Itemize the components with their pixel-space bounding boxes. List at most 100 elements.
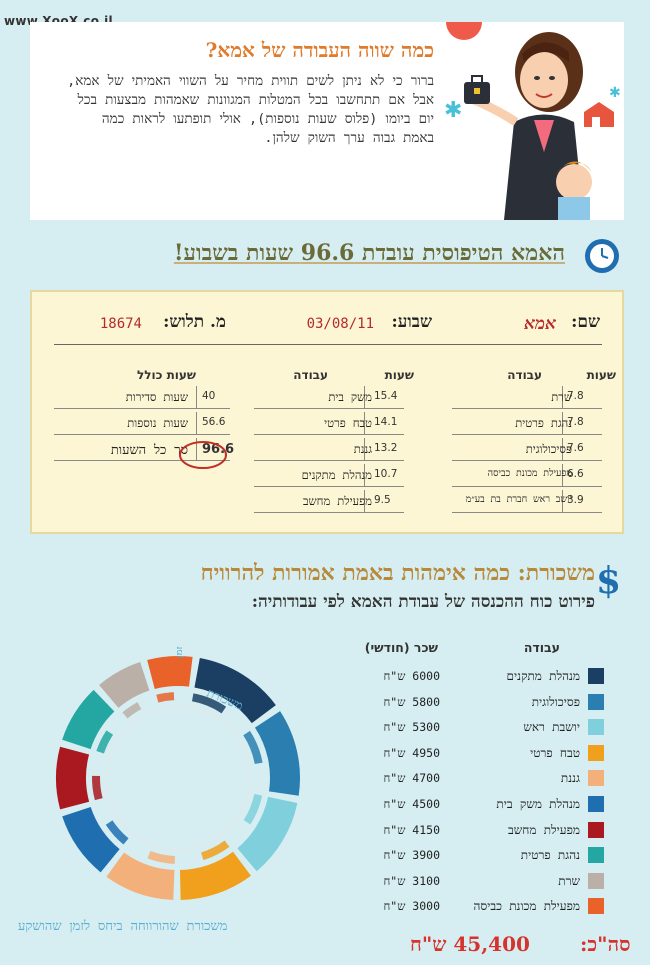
col-hours-right: שעות [586, 368, 616, 382]
mid-col-row-job: משק בית [328, 390, 372, 404]
right-col-row-line [452, 460, 602, 461]
mid-col-row-job: מנהלת מתקנים [301, 468, 372, 482]
id-value: 18674 [99, 316, 142, 332]
legend-job: פסיכולוגית [531, 694, 580, 709]
mid-col-row-line [254, 460, 404, 461]
right-col-row-divider [562, 490, 563, 512]
total-col-row-job: שעות נוספות [127, 416, 188, 430]
legend-job: נהגת פרטית [520, 848, 580, 863]
legend-swatch [588, 693, 604, 710]
mid-col-row-line [254, 512, 404, 513]
right-col-row-hours: 7.8 [567, 416, 584, 428]
donut-slice [179, 851, 251, 900]
donut-inner-slice [191, 693, 227, 714]
legend-job: מפעילת מחשב [508, 822, 580, 837]
right-col-row-job: שרת [551, 390, 572, 404]
donut-slice [62, 689, 115, 750]
legend-swatch [588, 872, 604, 889]
svg-text:✱: ✱ [609, 85, 621, 101]
right-col-row-job: נהגת פרטית [515, 416, 572, 430]
dollar-icon: $ [596, 560, 622, 602]
mid-col-row-divider [364, 412, 365, 434]
legend-swatch [588, 719, 604, 736]
donut-inner-ring [105, 705, 251, 851]
right-col-row-job: מפעילת מכונת כביסה [487, 468, 572, 479]
total-col-row-job: סך כל השעות [110, 443, 188, 458]
donut-slice [99, 662, 150, 708]
total-col-row-job: שעות סדירות [125, 390, 188, 404]
legend-salary: 4500 ש"ח [383, 797, 441, 811]
legend-salary: 6000 ש"ח [383, 669, 441, 683]
donut-slice [56, 746, 90, 810]
name-label: שם: [571, 312, 600, 332]
col-hours-mid: שעות [384, 368, 414, 382]
total-col-row-divider [196, 386, 197, 408]
mid-col-row-divider [364, 464, 365, 486]
mother-illustration: ✱ ✱ [444, 22, 621, 220]
hours-headline: האמא הטיפוסית עובדת 96.6 שעות בשבוע! [173, 240, 565, 266]
clock-icon [585, 239, 619, 273]
donut-inner-slice [243, 730, 263, 765]
right-col-row-job: פסיכולוגית [525, 442, 572, 456]
intro-text: ברור כי לא ניתן לשים תווית מחיר על השווי… [67, 73, 434, 146]
week-value: 03/08/11 [306, 316, 374, 332]
right-col-row-hours: 3.9 [567, 494, 584, 506]
donut-slice [62, 806, 120, 873]
legend-swatch [588, 847, 604, 864]
legend-job: גננת [560, 771, 580, 786]
mid-col-row-line [254, 408, 404, 409]
right-col-row-line [452, 408, 602, 409]
salary-subtitle: פירוט כוח ההכנסה של עבודת האמא לפי עבודו… [251, 592, 595, 612]
intro-title: כמה שווה העבודה של אמא? [205, 38, 434, 62]
donut-slice [254, 711, 300, 796]
legend-salary: 3000 ש"ח [383, 899, 441, 914]
legend-salary: 3100 ש"ח [383, 873, 441, 888]
right-col-row-job: יושב ראש חברת בת בע״מ [465, 494, 572, 505]
right-col-row-divider [562, 464, 563, 486]
col-total: שעות כולל [136, 368, 196, 382]
legend-job: מפעילת מכונת כביסה [473, 899, 580, 914]
id-label: מ. תלוש: [163, 312, 226, 332]
legend-job: מנהלת מתקנים [506, 669, 580, 683]
legend-swatch [588, 744, 604, 761]
right-col-row-divider [562, 438, 563, 460]
total-col-row-hours: 40 [202, 390, 216, 402]
legend-salary: 4700 ש"ח [383, 771, 441, 786]
donut-label-time: זמן [175, 646, 185, 658]
legend-swatch [588, 796, 604, 812]
donut-inner-slice [92, 775, 103, 801]
donut-inner-slice [156, 692, 175, 703]
legend-header-job: עבודה [523, 640, 560, 655]
donut-slice [106, 852, 175, 900]
total-col-row-divider [196, 438, 197, 460]
total-col-row-line [54, 434, 230, 435]
mid-col-row-job: מפעילת מחשב [303, 494, 372, 508]
donut-inner-slice [201, 840, 230, 861]
name-value: אמא [524, 314, 556, 334]
week-label: שבוע: [391, 312, 432, 332]
legend-job: מנהלת משק בית [496, 797, 580, 811]
total-col-row-line [54, 408, 230, 409]
total-col-row-line [54, 460, 230, 461]
legend-swatch [588, 898, 604, 915]
right-col-row-hours: 7.8 [567, 390, 584, 402]
mid-col-row-job: טבח פרטי [324, 416, 372, 430]
payslip-card: שם: אמא שבוע: 03/08/11 מ. תלוש: 18674 שע… [30, 290, 624, 534]
legend-header-salary: שכר (חודשי) [364, 640, 438, 655]
mid-col-row-hours: 9.5 [374, 494, 391, 506]
col-job-mid: עבודה [293, 368, 328, 382]
right-col-row-line [452, 512, 602, 513]
donut-inner-slice [96, 730, 114, 754]
legend-job: טבח פרטי [530, 745, 580, 760]
legend-swatch [588, 821, 604, 838]
total-col-row-divider [196, 412, 197, 434]
right-col-row-hours: 6.6 [567, 468, 584, 480]
mid-col-row-divider [364, 438, 365, 460]
right-col-row-line [452, 434, 602, 435]
mid-col-row-divider [364, 386, 365, 408]
legend-salary: 5800 ש"ח [383, 694, 441, 709]
right-col-row-divider [562, 386, 563, 408]
svg-text:✱: ✱ [444, 98, 462, 123]
total-label: סה"כ: [580, 932, 631, 956]
